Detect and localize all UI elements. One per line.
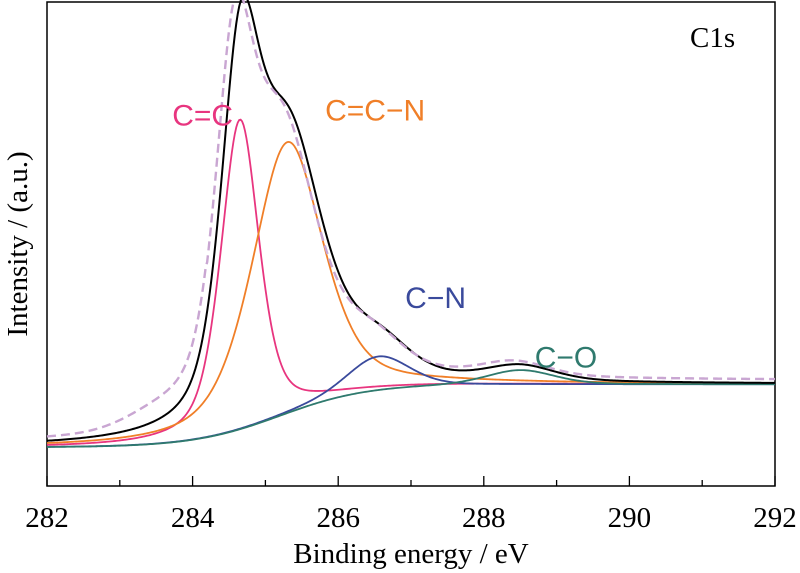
series-line-envelope	[46, 0, 776, 442]
curves	[46, 0, 776, 448]
peak-label: C−O	[535, 341, 598, 374]
panel-label: C1s	[690, 22, 735, 54]
x-tick-label: 286	[316, 502, 360, 534]
peak-label: C=C	[172, 99, 233, 132]
x-tick-label: 290	[608, 502, 652, 534]
x-tick-label: 284	[171, 502, 215, 534]
x-ticks	[46, 476, 776, 486]
peak-label: C−N	[405, 282, 466, 315]
series-line-component-co	[46, 369, 776, 448]
x-tick-label: 292	[753, 502, 797, 534]
x-tick-label: 288	[462, 502, 506, 534]
peak-annotations: C=C C=C−N C−N C−O	[172, 95, 597, 375]
x-axis-title: Binding energy / eV	[293, 538, 529, 570]
plot-frame	[46, 1, 776, 487]
series-line-raw	[46, 0, 776, 438]
peak-label: C=C−N	[325, 95, 425, 128]
x-tick-label: 282	[25, 502, 69, 534]
x-tick-labels: 282 284 286 288 290 292	[25, 502, 797, 534]
y-axis-title: Intensity / (a.u.)	[2, 151, 34, 336]
